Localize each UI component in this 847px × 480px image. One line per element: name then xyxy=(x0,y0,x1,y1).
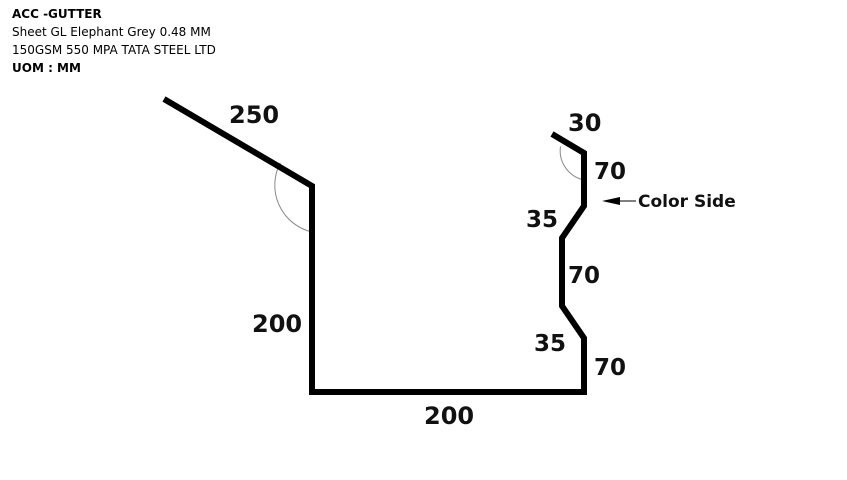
gutter-profile-line xyxy=(162,96,587,395)
sheet-description: Sheet GL Elephant Grey 0.48 MM 150GSM 55… xyxy=(12,25,216,57)
product-title: ACC -GUTTER xyxy=(12,7,102,21)
dimension-top-slope: 250 xyxy=(229,101,279,129)
unit-of-measure: UOM : MM xyxy=(12,61,81,75)
dimension-middle-vertical: 70 xyxy=(568,263,600,289)
dimension-upper-diagonal: 35 xyxy=(526,207,558,233)
color-side-arrowhead xyxy=(602,197,620,205)
dimension-upper-vertical: 70 xyxy=(594,159,626,185)
dimension-left-vertical: 200 xyxy=(252,310,302,338)
dimension-bottom: 200 xyxy=(424,402,474,430)
dimension-lower-vertical: 70 xyxy=(594,355,626,381)
dimension-return-lip: 30 xyxy=(568,109,601,137)
dimension-lower-diagonal: 35 xyxy=(534,331,566,357)
left-angle-arc xyxy=(274,162,313,233)
color-side-label: Color Side xyxy=(638,192,736,212)
sheet-info: ACC -GUTTER Sheet GL Elephant Grey 0.48 … xyxy=(12,5,222,77)
right-angle-arc xyxy=(559,146,585,181)
